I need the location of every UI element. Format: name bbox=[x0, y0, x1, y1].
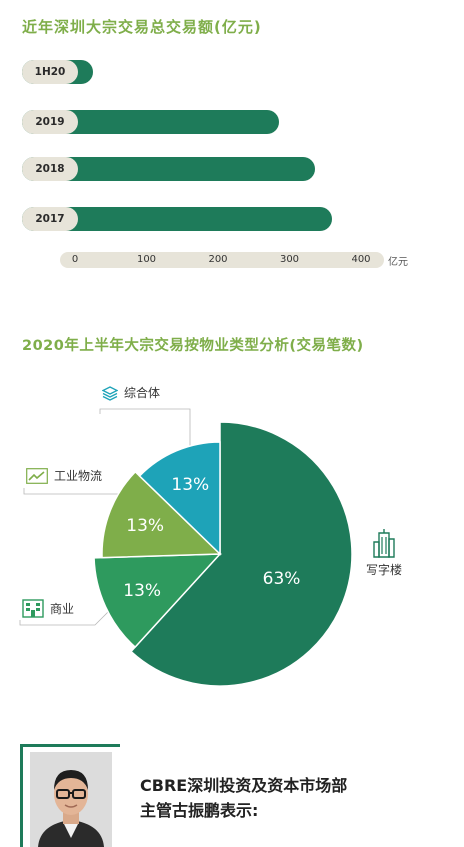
x-axis-unit: 亿元 bbox=[388, 257, 408, 268]
shop-building-icon bbox=[22, 599, 44, 618]
bar-row-2018: 2018 bbox=[22, 157, 315, 181]
portrait-photo bbox=[30, 752, 112, 847]
x-tick-label: 400 bbox=[351, 254, 371, 265]
pie-value-label: 13% bbox=[126, 516, 164, 536]
quote-line-1: CBRE深圳投资及资本市场部 bbox=[140, 776, 348, 795]
legend-item-retail: 商业 bbox=[22, 598, 74, 618]
legend-label: 工业物流 bbox=[54, 469, 103, 483]
x-tick-label: 200 bbox=[208, 254, 228, 265]
pie-chart: 63% 13% 13% 13% bbox=[19, 408, 353, 687]
bar-row-2017: 2017 bbox=[22, 207, 333, 231]
pie-value-label: 13% bbox=[171, 475, 209, 495]
x-tick-label: 0 bbox=[71, 254, 79, 265]
pie-value-label: 13% bbox=[123, 581, 161, 601]
bar-category-label: 2018 bbox=[22, 157, 78, 181]
bar-category-label: 2017 bbox=[22, 207, 78, 231]
office-building-icon bbox=[373, 529, 395, 558]
x-tick-label: 100 bbox=[136, 254, 157, 265]
legend-item-office: 写字楼 bbox=[366, 528, 402, 578]
legend-label: 商业 bbox=[50, 601, 75, 616]
legend-label: 综合体 bbox=[124, 386, 161, 400]
legend-item-industrial: 工业物流 bbox=[26, 467, 102, 484]
legend-item-complex: 综合体 bbox=[102, 384, 160, 401]
photo-frame bbox=[20, 744, 120, 847]
pie-slice bbox=[101, 470, 222, 559]
bar-chart-title: 近年深圳大宗交易总交易额(亿元) bbox=[22, 18, 262, 36]
trend-line-icon bbox=[26, 467, 48, 484]
x-axis-strip bbox=[60, 252, 384, 268]
bar-category-label: 1H20 bbox=[22, 60, 78, 84]
pie-chart-title: 2020年上半年大宗交易按物业类型分析(交易笔数) bbox=[22, 338, 364, 354]
quote-line-2: 主管古振鹏表示: bbox=[140, 801, 259, 820]
bar-row-1H20: 1H20 bbox=[22, 60, 93, 84]
pie-slice bbox=[130, 421, 353, 687]
x-tick-label: 300 bbox=[279, 254, 300, 265]
bar-category-label: 2019 bbox=[22, 110, 78, 134]
pie-slice bbox=[138, 441, 221, 556]
pie-value-label: 63% bbox=[263, 569, 301, 589]
layers-icon bbox=[102, 385, 118, 401]
legend-label: 写字楼 bbox=[366, 563, 403, 577]
bar-row-2019: 2019 bbox=[22, 110, 279, 134]
pie-slice bbox=[93, 553, 222, 649]
